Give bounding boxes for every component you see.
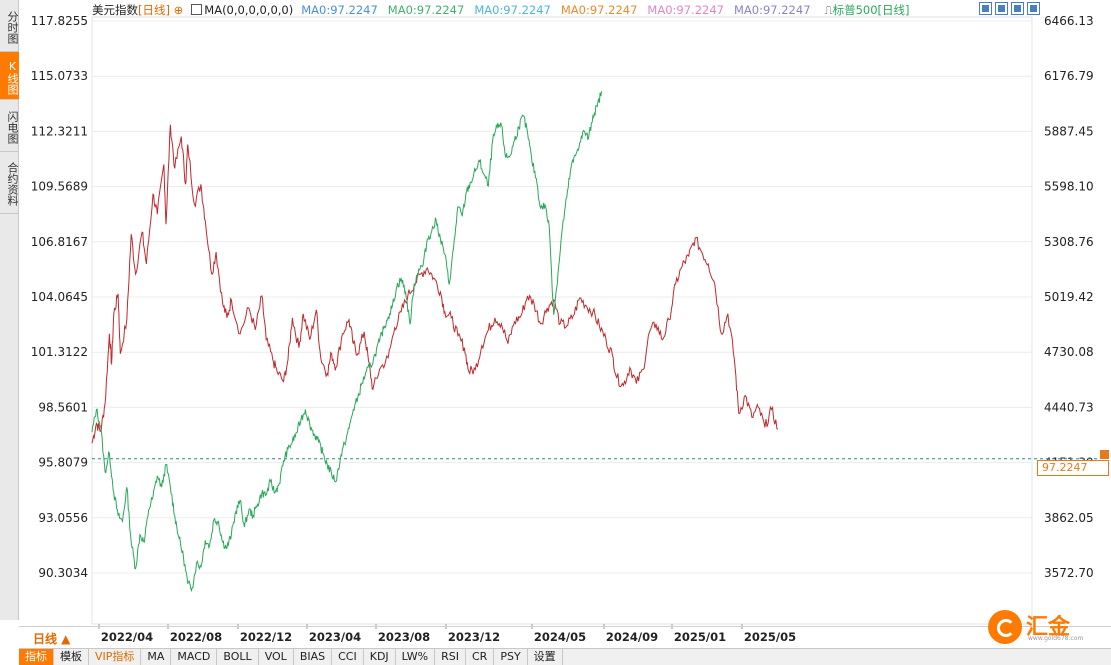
date-label: 2022/04 bbox=[101, 630, 153, 644]
instrument-period: [日线] bbox=[138, 3, 170, 17]
indicator-tab-5[interactable]: BOLL bbox=[217, 649, 259, 665]
price-marker-icon bbox=[1100, 449, 1109, 459]
side-tab-0[interactable]: 分时图 bbox=[0, 0, 19, 52]
left-axis-tick: 101.3122 bbox=[31, 345, 88, 359]
date-label: 2023/08 bbox=[378, 630, 430, 644]
side-tab-3[interactable]: 合约资料 bbox=[0, 152, 19, 214]
right-axis-tick: 4440.73 bbox=[1044, 400, 1094, 414]
indicator-tab-2[interactable]: VIP指标 bbox=[89, 649, 142, 665]
overlay-name: 标普500 bbox=[832, 3, 878, 17]
indicator-tab-13[interactable]: PSY bbox=[494, 649, 528, 665]
plot-frame bbox=[91, 16, 1033, 625]
zoom-in-icon[interactable] bbox=[979, 2, 992, 15]
ma-value-0: MA0:97.2247 bbox=[301, 3, 378, 17]
left-axis-tick: 106.8167 bbox=[31, 235, 88, 249]
date-label: 2025/01 bbox=[674, 630, 726, 644]
legend-overlay[interactable]: ⎍标普500[日线] bbox=[825, 2, 910, 18]
left-axis-tick: 115.0733 bbox=[31, 69, 88, 83]
indicator-tab-12[interactable]: CR bbox=[466, 649, 495, 665]
date-label: 2023/12 bbox=[448, 630, 500, 644]
left-axis-tick: 104.0645 bbox=[31, 290, 88, 304]
instrument-name: 美元指数 bbox=[92, 3, 138, 17]
indicator-tab-14[interactable]: 设置 bbox=[528, 649, 563, 665]
left-axis-tick: 90.3034 bbox=[38, 566, 88, 580]
indicator-tab-7[interactable]: BIAS bbox=[294, 649, 333, 665]
left-axis-tick: 98.5601 bbox=[38, 400, 88, 414]
overlay-icon: ⎍ bbox=[824, 3, 833, 17]
series-line-right bbox=[91, 91, 603, 593]
ma-values: MA0:97.2247 MA0:97.2247 MA0:97.2247 MA0:97.… bbox=[301, 3, 820, 17]
legend-instrument: 美元指数[日线] ⊕ bbox=[92, 2, 183, 18]
indicator-tab-9[interactable]: KDJ bbox=[364, 649, 396, 665]
indicator-tab-1[interactable]: 模板 bbox=[54, 649, 89, 665]
right-axis-tick: 5308.76 bbox=[1044, 235, 1094, 249]
brand-logo: 汇金网 www.gold678.com bbox=[988, 608, 1088, 665]
ma-value-2: MA0:97.2247 bbox=[474, 3, 551, 17]
add-indicator-icon[interactable]: ⊕ bbox=[173, 3, 184, 17]
left-axis-tick: 109.5689 bbox=[31, 180, 88, 194]
period-button[interactable]: 日线 ▲ bbox=[33, 632, 71, 646]
right-axis-tick: 3862.05 bbox=[1044, 511, 1094, 525]
chart-legend: 美元指数[日线] ⊕ MA(0,0,0,0,0,0) MA0:97.2247 MA… bbox=[92, 2, 914, 18]
ma-value-5: MA0:97.2247 bbox=[733, 3, 811, 17]
side-tab-1[interactable]: K线图 bbox=[0, 52, 19, 100]
date-label: 2022/12 bbox=[240, 630, 292, 644]
chart-toolbar bbox=[979, 2, 1040, 15]
indicator-tab-3[interactable]: MA bbox=[141, 649, 172, 665]
reset-icon[interactable] bbox=[1011, 2, 1024, 15]
ma-value-1: MA0:97.2247 bbox=[387, 3, 465, 17]
right-axis-tick: 5598.10 bbox=[1044, 180, 1094, 194]
zoom-out-icon[interactable] bbox=[995, 2, 1008, 15]
ma-value-4: MA0:97.2247 bbox=[647, 3, 724, 17]
date-label: 2023/04 bbox=[309, 630, 361, 644]
indicator-tab-6[interactable]: VOL bbox=[259, 649, 294, 665]
date-label: 2025/05 bbox=[744, 630, 796, 644]
view-tabs: 分时图 K线图 闪电图 合约资料 bbox=[0, 0, 19, 620]
indicator-tab-10[interactable]: LW% bbox=[396, 649, 436, 665]
left-axis-tick: 112.3211 bbox=[31, 124, 88, 138]
right-axis-tick: 6176.79 bbox=[1044, 69, 1094, 83]
settings-icon[interactable] bbox=[1027, 2, 1040, 15]
legend-ma-params[interactable]: MA(0,0,0,0,0,0) bbox=[191, 3, 293, 17]
right-axis-tick: 6466.13 bbox=[1044, 14, 1094, 28]
indicator-icon bbox=[191, 4, 203, 15]
right-axis-tick: 5887.45 bbox=[1044, 124, 1094, 138]
left-axis-tick: 95.8079 bbox=[38, 456, 88, 470]
current-price-tag: 97.2247 bbox=[1037, 459, 1109, 476]
indicator-tab-0[interactable]: 指标 bbox=[19, 649, 54, 665]
date-label: 2022/08 bbox=[170, 630, 222, 644]
indicator-tab-8[interactable]: CCI bbox=[332, 649, 364, 665]
ma-value-3: MA0:97.2247 bbox=[560, 3, 638, 17]
date-label: 2024/09 bbox=[606, 630, 658, 644]
indicator-tab-4[interactable]: MACD bbox=[171, 649, 218, 665]
side-tab-2[interactable]: 闪电图 bbox=[0, 100, 19, 152]
right-axis-tick: 5019.42 bbox=[1044, 290, 1094, 304]
series-line-left bbox=[91, 124, 779, 444]
left-axis-tick: 117.8255 bbox=[31, 14, 88, 28]
ma-params: MA(0,0,0,0,0,0) bbox=[204, 3, 294, 17]
right-axis-tick: 4730.08 bbox=[1044, 345, 1094, 359]
right-axis-tick: 3572.70 bbox=[1044, 566, 1094, 580]
indicator-tabs: 指标 模板 VIP指标 MA MACD BOLL VOL BIAS CCI KDJ LW% RSI CR… bbox=[19, 648, 1111, 665]
date-label: 2024/05 bbox=[534, 630, 586, 644]
date-axis bbox=[19, 626, 1111, 648]
overlay-period: [日线] bbox=[877, 3, 910, 17]
left-axis-tick: 93.0556 bbox=[38, 511, 88, 525]
logo-icon bbox=[988, 610, 1022, 644]
logo-url: www.gold678.com bbox=[1028, 635, 1084, 642]
indicator-tab-11[interactable]: RSI bbox=[435, 649, 466, 665]
